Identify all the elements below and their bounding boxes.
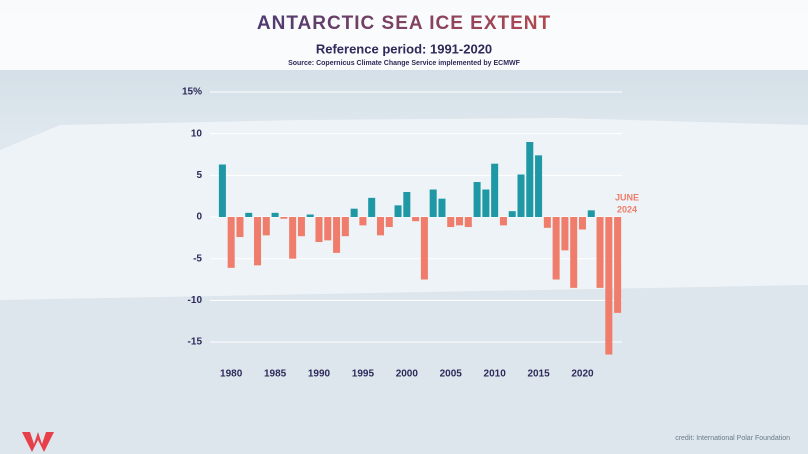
bar [552,217,560,280]
bar [236,217,244,238]
bar [614,217,622,313]
bar [526,142,534,218]
bar [227,217,235,268]
bar [438,198,446,218]
annotation: 2024 [617,204,637,214]
bar [412,217,420,222]
bar [517,174,525,218]
header-band [0,0,808,70]
y-tick-label: 0 [196,212,202,223]
subtitle: Reference period: 1991-2020 [316,41,492,56]
y-tick-label: -5 [193,253,202,264]
bar [262,217,270,236]
bar [596,217,604,288]
x-tick-label: 1985 [264,369,287,380]
x-tick-label: 1995 [352,369,375,380]
x-tick-label: 2005 [440,369,463,380]
bar [245,212,253,218]
bar [482,189,490,218]
y-tick-label: -10 [188,295,203,306]
bar [535,155,543,218]
bar [297,217,305,237]
bar [456,217,464,226]
x-tick-label: 1980 [220,369,243,380]
x-tick-label: 2000 [396,369,419,380]
bar [561,217,569,251]
bar [403,192,411,218]
bar [324,217,332,241]
y-tick-label: 5 [196,170,202,181]
bar [429,189,437,218]
annotation: JUNE [615,192,639,202]
bar [473,182,481,218]
y-tick-label: 15% [182,87,202,98]
bar [359,217,367,226]
x-tick-label: 2020 [571,369,594,380]
bar [394,205,402,218]
y-tick-label: 10 [191,128,203,139]
bar [368,197,376,218]
x-tick-label: 2010 [484,369,507,380]
bar [587,210,595,218]
bar [491,163,499,218]
bar [350,208,358,218]
bar [570,217,578,288]
bar [341,217,349,237]
bar [385,217,393,228]
credit: credit: International Polar Foundation [675,435,790,442]
bar [447,217,455,228]
y-tick-label: -15 [188,337,203,348]
source: Source: Copernicus Climate Change Servic… [288,60,521,67]
logo [22,432,54,452]
bar [280,217,288,219]
bar [376,217,384,236]
bar [499,217,507,226]
bar [605,217,613,355]
bar [315,217,323,243]
bar [578,217,586,230]
bar [420,217,428,280]
bar [508,211,516,218]
x-tick-label: 2015 [527,369,550,380]
bar [289,217,297,259]
chart-title: ANTARCTIC SEA ICE EXTENT [257,13,551,34]
bar [333,217,341,253]
bar [464,217,472,228]
x-tick-label: 1990 [308,369,331,380]
bar [218,164,226,218]
bar [306,214,314,218]
bar [271,212,279,218]
bar [543,217,551,228]
bar [254,217,262,266]
